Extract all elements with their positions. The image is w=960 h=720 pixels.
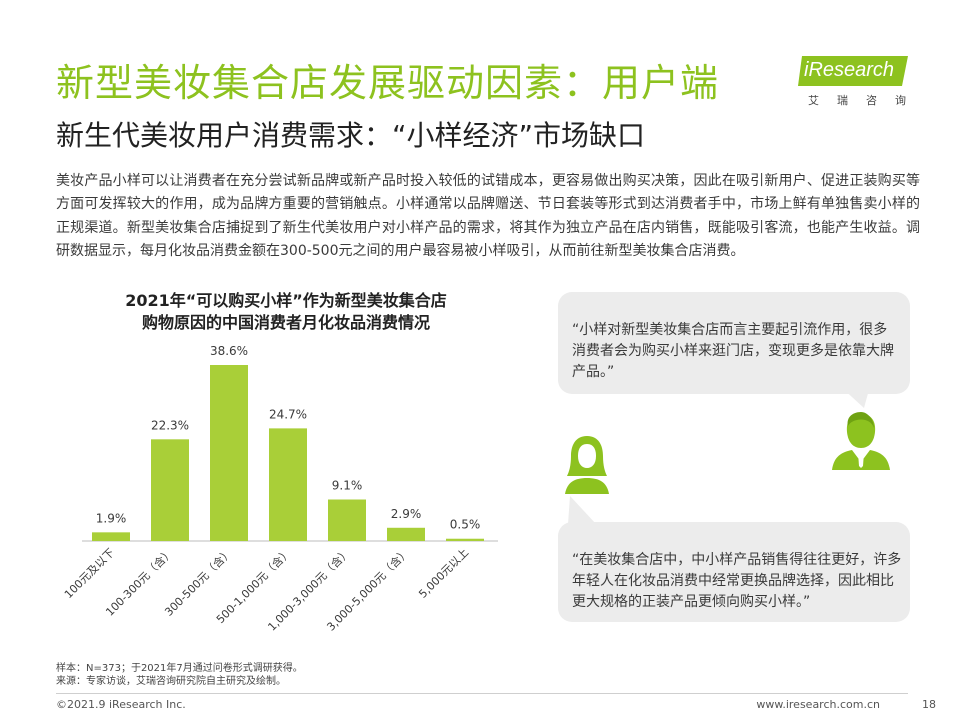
website-link[interactable]: www.iresearch.com.cn [756, 698, 880, 711]
bar-2 [210, 365, 248, 541]
bar-6 [446, 538, 484, 541]
page-number: 18 [922, 698, 936, 711]
quote-text-expert: “小样对新型美妆集合店而言主要起引流作用，很多消费者会为购买小样来逛门店，变现更… [572, 322, 894, 380]
bar-value-label-3: 24.7% [269, 407, 307, 421]
page-subtitle: 新生代美妆用户消费需求：“小样经济”市场缺口 [56, 119, 646, 152]
quote-text-consumer: “在美妆集合店中，中小样产品销售得往往更好，许多年轻人在化妆品消费中经常更换品牌… [572, 552, 902, 610]
speech-tail-icon [568, 496, 596, 524]
bar-value-label-0: 1.9% [96, 511, 127, 525]
category-label-6: 5,000元以上 [416, 546, 471, 601]
bar-1 [151, 439, 189, 541]
bar-0 [92, 532, 130, 541]
source-note: 来源：专家访谈，艾瑞咨询研究院自主研究及绘制。 [56, 676, 286, 687]
iresearch-logo: iResearch 艾瑞咨询 [790, 50, 920, 108]
notes: 样本：N=373；于2021年7月通过问卷形式调研获得。 来源：专家访谈，艾瑞咨… [56, 662, 303, 688]
bar-value-label-4: 9.1% [332, 479, 363, 493]
page-title: 新型美妆集合店发展驱动因素：用户端 [56, 61, 720, 105]
category-label-0: 100元及以下 [62, 546, 117, 601]
copyright: ©2021.9 iResearch Inc. [56, 698, 186, 711]
sample-note: 样本：N=373；于2021年7月通过问卷形式调研获得。 [56, 663, 303, 674]
bar-chart: 1.9%100元及以下22.3%100-300元（含）38.6%300-500元… [62, 344, 498, 634]
logo-text: iResearch [804, 59, 895, 81]
chart-title-line1: 2021年“可以购买小样”作为新型美妆集合店 [125, 291, 447, 310]
businessman-icon [832, 412, 890, 470]
quote-bubble-consumer: “在美妆集合店中，中小样产品销售得往往更好，许多年轻人在化妆品消费中经常更换品牌… [558, 522, 910, 622]
intro-paragraph: 美妆产品小样可以让消费者在充分尝试新品牌或新产品时投入较低的试错成本，更容易做出… [56, 173, 920, 260]
quote-bubble-expert: “小样对新型美妆集合店而言主要起引流作用，很多消费者会为购买小样来逛门店，变现更… [558, 292, 910, 394]
bar-value-label-2: 38.6% [210, 344, 248, 358]
bar-value-label-5: 2.9% [391, 507, 422, 521]
bar-4 [328, 499, 366, 541]
chart-title: 2021年“可以购买小样”作为新型美妆集合店 购物原因的中国消费者月化妆品消费情… [56, 290, 516, 334]
logo-background-icon [798, 56, 908, 86]
woman-icon [565, 436, 609, 494]
chart-title-line2: 购物原因的中国消费者月化妆品消费情况 [141, 313, 430, 332]
bar-value-label-6: 0.5% [450, 518, 481, 532]
speech-tail-icon [840, 386, 870, 408]
logo-subtext: 艾瑞咨询 [808, 94, 924, 107]
bar-3 [269, 428, 307, 541]
bar-value-label-1: 22.3% [151, 418, 189, 432]
footer-divider [56, 693, 908, 694]
bar-5 [387, 527, 425, 541]
